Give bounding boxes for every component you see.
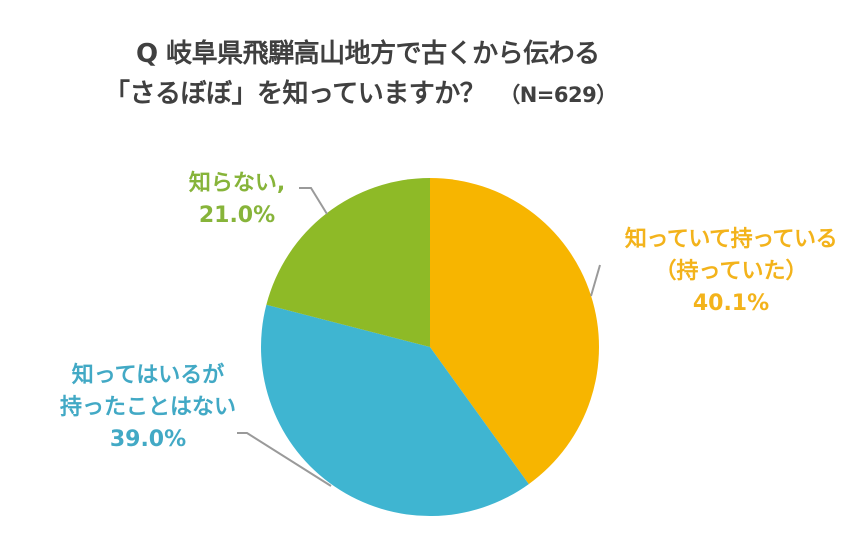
label-own-line1: 知っていて持っている	[624, 227, 838, 252]
data-label-own: 知っていて持っている （持っていた） 40.1%	[606, 224, 856, 320]
leader-line-dont-know	[299, 187, 328, 215]
pie-slice-own	[430, 178, 599, 485]
label-own-line2: （持っていた）	[654, 259, 808, 284]
label-know-value: 39.0%	[109, 427, 187, 452]
label-know-line2: 持ったことはない	[59, 395, 236, 420]
pie-slice-know-not-own	[261, 304, 529, 516]
data-label-dont-know: 知らない, 21.0%	[176, 168, 298, 232]
chart-title-question: 「さるぼぼ」を知っていますか？	[104, 79, 486, 109]
pie-slice-dont-know	[266, 178, 430, 347]
label-dont-know-line1: 知らない,	[188, 171, 286, 196]
data-label-know-not-own: 知ってはいるが 持ったことはない 39.0%	[48, 360, 248, 456]
chart-title-line1: Q 岐阜県飛騨高山地方で古くから伝わる	[136, 39, 600, 69]
chart-title-line2: 「さるぼぼ」を知っていますか？ （N=629）	[104, 73, 864, 110]
label-dont-know-value: 21.0%	[198, 203, 276, 228]
leader-line-know-not-own	[237, 432, 332, 487]
leader-line-own	[590, 264, 601, 297]
sample-size: （N=629）	[499, 83, 617, 107]
label-know-line1: 知ってはいるが	[71, 363, 225, 388]
label-own-value: 40.1%	[692, 291, 770, 316]
pie-slices	[261, 178, 599, 516]
